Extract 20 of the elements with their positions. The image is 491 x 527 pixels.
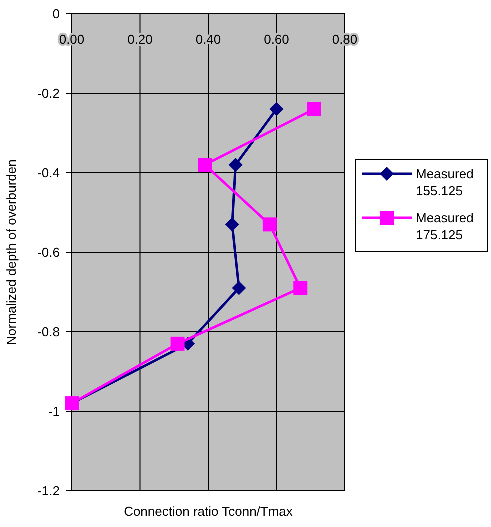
point: [262, 218, 277, 232]
y-tick-label: -0.2: [38, 86, 60, 102]
legend-label: Measured 175.125: [416, 210, 474, 242]
x-axis-title: Connection ratio Tconn/Tmax: [124, 504, 294, 519]
y-tick-label: -1.2: [38, 484, 60, 499]
point: [270, 102, 284, 116]
y-tick-label: 0: [52, 6, 60, 22]
point: [228, 158, 243, 172]
point: [307, 102, 322, 116]
point: [225, 218, 240, 232]
legend-label: Measured 155.125: [416, 166, 474, 198]
point: [198, 158, 212, 172]
y-tick-label: -0.4: [38, 166, 60, 181]
y-axis-title: Normalized depth of overburden: [4, 160, 19, 346]
point: [232, 281, 246, 296]
y-tick-label: -0.8: [38, 324, 60, 340]
point: [294, 281, 308, 296]
y-tick-label: -0.6: [38, 245, 60, 260]
y-tick-label: -1: [48, 404, 60, 420]
point: [170, 336, 185, 351]
